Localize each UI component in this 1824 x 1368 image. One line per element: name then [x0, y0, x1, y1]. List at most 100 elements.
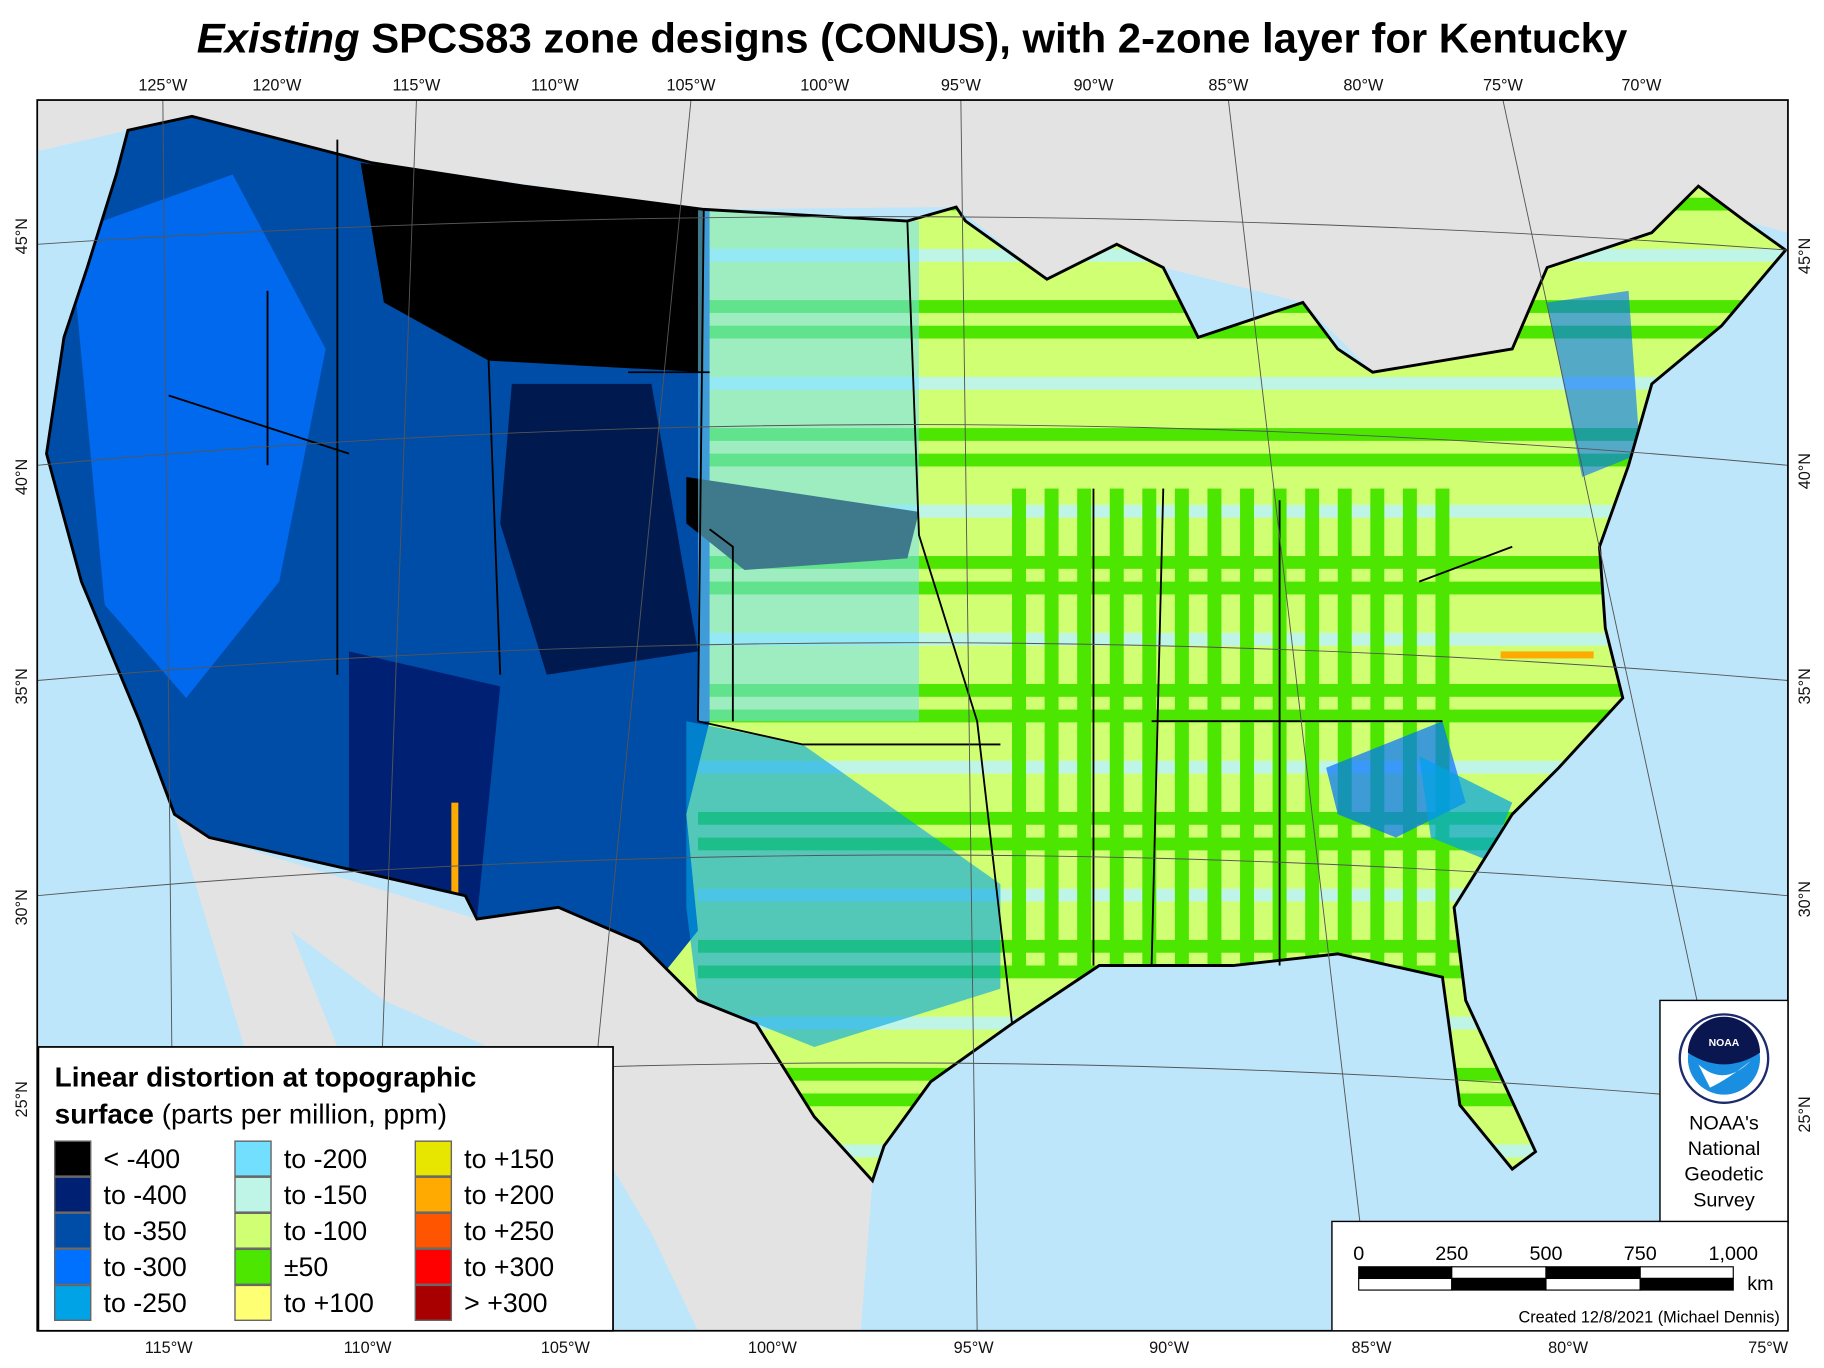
left-latitude-labels: 45°N 40°N 35°N 30°N 25°N: [13, 218, 31, 1117]
legend-title-line2: surface (parts per million, ppm): [55, 1099, 447, 1130]
legend-item: to +250: [414, 1212, 554, 1249]
lon-label: 110°W: [531, 77, 579, 95]
noaa-logo: NOAA: [1678, 1013, 1770, 1104]
distortion-band: [1109, 488, 1124, 978]
legend-title-line1: Linear distortion at topographic: [55, 1061, 477, 1092]
legend-label: to -400: [104, 1180, 187, 1210]
lat-label: 30°N: [13, 889, 31, 925]
legend-item: to -100: [234, 1212, 367, 1249]
distortion-band: [1174, 488, 1189, 978]
lon-label: 75°W: [1483, 77, 1524, 95]
noaa-text-line1: NOAA's: [1689, 1113, 1759, 1135]
legend-label: to +250: [464, 1216, 554, 1246]
scale-tick-label: 500: [1529, 1243, 1562, 1265]
state-borders: [168, 139, 1513, 1024]
lat-label: 40°N: [1796, 453, 1814, 489]
noaa-text-line2: National: [1688, 1138, 1761, 1160]
legend-label: to -300: [104, 1252, 187, 1282]
legend-swatch: [234, 1176, 272, 1213]
scale-tick-label: 750: [1624, 1243, 1657, 1265]
legend-swatch: [234, 1212, 272, 1249]
distortion-band: [1077, 488, 1092, 978]
lon-label: 110°W: [344, 1339, 392, 1357]
legend-swatch: [234, 1284, 272, 1322]
lon-label: 85°W: [1208, 77, 1249, 95]
legend-swatch: [53, 1248, 92, 1285]
lon-label: 120°W: [252, 77, 302, 95]
legend-label: to -350: [104, 1216, 187, 1246]
legend: Linear distortion at topographic surface…: [37, 1046, 614, 1332]
distortion-band: [1044, 488, 1059, 978]
lon-label: 85°W: [1352, 1339, 1393, 1357]
legend-label: to +300: [464, 1252, 554, 1282]
legend-items: < -400 to -400 to -350 to -300 to -250 to -20…: [53, 1140, 554, 1322]
noaa-text-line3: Geodetic: [1684, 1164, 1763, 1186]
legend-item: to -350: [53, 1212, 187, 1249]
legend-label: to -100: [284, 1216, 367, 1246]
lat-label: 45°N: [1796, 238, 1814, 274]
legend-swatch: [53, 1212, 92, 1249]
bottom-longitude-labels: 115°W 110°W 105°W 100°W 95°W 90°W 85°W 8…: [145, 1339, 1789, 1357]
lon-label: 100°W: [748, 1339, 798, 1357]
distortion-band: [697, 453, 1786, 467]
legend-item: to +200: [414, 1176, 554, 1213]
lon-label: 95°W: [941, 77, 982, 95]
legend-swatch: [414, 1284, 453, 1322]
distortion-band: [697, 479, 1786, 493]
right-latitude-labels: 45°N 40°N 35°N 30°N 25°N: [1796, 238, 1814, 1133]
distortion-band: [1142, 488, 1157, 978]
legend-item: to +300: [414, 1248, 554, 1285]
distortion-band: [1337, 488, 1352, 978]
conus-outline: [45, 114, 1788, 1184]
lat-label: 45°N: [13, 218, 31, 254]
scale-unit: km: [1747, 1273, 1773, 1295]
lon-label: 75°W: [1748, 1339, 1789, 1357]
noaa-block: NOAA NOAA's National Geodetic Survey: [1659, 999, 1789, 1224]
scale-tick-label: 1,000: [1709, 1243, 1758, 1265]
legend-item: to +150: [414, 1140, 554, 1177]
lon-label: 100°W: [800, 77, 850, 95]
lon-label: 90°W: [1073, 77, 1114, 95]
legend-swatch: [414, 1176, 453, 1213]
credit-text: Created 12/8/2021 (Michael Dennis): [1518, 1309, 1779, 1327]
legend-label: to -150: [284, 1180, 367, 1210]
legend-swatch: [414, 1248, 453, 1285]
lat-label: 25°N: [1796, 1096, 1814, 1132]
legend-label: to -250: [104, 1288, 187, 1318]
legend-item: to -400: [53, 1176, 187, 1213]
legend-item: to -250: [53, 1284, 187, 1322]
distortion-band: [1305, 488, 1320, 978]
top-longitude-labels: 125°W 120°W 115°W 110°W 105°W 100°W 95°W…: [138, 77, 1662, 95]
lon-label: 105°W: [541, 1339, 591, 1357]
legend-item: to -150: [234, 1176, 367, 1213]
legend-label: > +300: [464, 1288, 547, 1318]
scale-bar: [1358, 1266, 1734, 1291]
legend-item: to -200: [234, 1140, 367, 1177]
distortion-band: [1402, 488, 1417, 978]
legend-swatch: [234, 1140, 272, 1177]
legend-label: ±50: [284, 1252, 328, 1282]
noaa-text-line4: Survey: [1693, 1189, 1755, 1211]
canada-land: [37, 100, 1788, 373]
distortion-band: [1240, 488, 1254, 978]
svg-text:NOAA: NOAA: [1709, 1038, 1740, 1049]
legend-item: < -400: [53, 1140, 180, 1177]
legend-label: to -200: [284, 1144, 367, 1174]
lon-label: 115°W: [393, 77, 441, 95]
distortion-band: [1012, 488, 1026, 978]
distortion-band: [697, 428, 1786, 441]
map-title: Existing SPCS83 zone designs (CONUS), wi…: [197, 14, 1628, 61]
legend-item: > +300: [414, 1284, 547, 1322]
scale-bar-block: 0 250 500 750 1,000 km Created 12/8/2021…: [1331, 1220, 1789, 1332]
map-frame: [36, 99, 1789, 1332]
legend-item: to +100: [234, 1284, 374, 1322]
lon-label: 115°W: [145, 1339, 193, 1357]
lat-label: 25°N: [13, 1081, 31, 1117]
lon-label: 80°W: [1548, 1339, 1589, 1357]
legend-label: to +150: [464, 1144, 554, 1174]
legend-label: to +200: [464, 1180, 554, 1210]
lon-label: 90°W: [1149, 1339, 1190, 1357]
legend-label: to +100: [284, 1288, 374, 1318]
lon-label: 70°W: [1621, 77, 1662, 95]
